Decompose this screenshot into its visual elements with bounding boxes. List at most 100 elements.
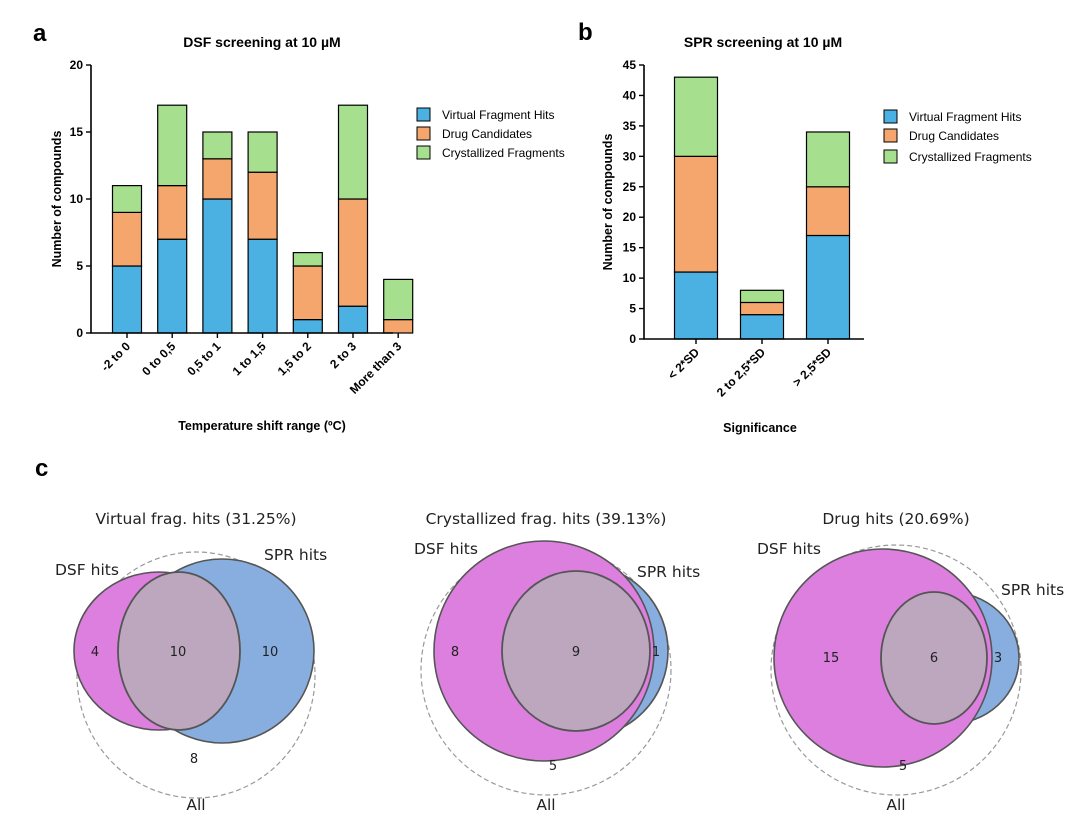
spr-bar-2-series-0: [805, 234, 851, 340]
dsf-y-tick-label-0: 0: [76, 326, 83, 340]
venn-drug: Drug hits (20.69%) DSF hits SPR hits All…: [757, 510, 1064, 814]
venn-virtual-dsf-only: 4: [91, 645, 99, 660]
spr-legend-swatch-drug: [883, 128, 898, 143]
dsf-bar-2-series-2: [202, 131, 233, 160]
dsf-bar-0-series-2: [111, 185, 143, 214]
dsf-x-tick-label-2: 0,5 to 1: [184, 339, 223, 378]
dsf-legend: Virtual Fragment Hits Drug Candidates Cr…: [416, 107, 565, 160]
spr-x-ticks: < 2*SD 2 to 2,5*SD > 2,5*SD: [665, 339, 834, 399]
venn-crystallized-both: 9: [572, 645, 580, 660]
dsf-bar-4-series-0: [292, 319, 323, 334]
panel-label-c: c: [35, 455, 48, 482]
dsf-y-axis-label: Number of compounds: [50, 131, 64, 268]
venn-virtual-neither: 8: [190, 752, 198, 767]
venn-virtual-all-circle: [76, 551, 316, 799]
dsf-axes: [90, 65, 393, 334]
spr-x-tick-label-2: > 2,5*SD: [790, 345, 834, 389]
venn-virtual-all-label: All: [186, 796, 205, 814]
dsf-bar-2-series-0: [202, 198, 233, 334]
dsf-bar-5-series-0: [337, 305, 369, 334]
dsf-bar-4-series-2: [292, 252, 323, 267]
dsf-legend-swatch-virtual: [416, 107, 431, 122]
dsf-legend-label-drug: Drug Candidates: [442, 127, 532, 141]
spr-y-tick-label-8: 40: [623, 88, 637, 102]
dsf-legend-label-crystal: Crystallized Fragments: [442, 146, 565, 160]
venn-virtual-both: 10: [170, 645, 187, 660]
venn-drug-all-label: All: [886, 796, 905, 814]
venn-virtual-title: Virtual frag. hits (31.25%): [95, 510, 296, 528]
spr-bar-chart: SPR screening at 10 µM Number of compoun…: [601, 34, 1032, 435]
venn-drug-dsf-only: 15: [823, 651, 840, 666]
dsf-bar-0-series-1: [111, 211, 143, 267]
dsf-y-ticks: 0 5 10 15 20: [70, 58, 91, 340]
dsf-bar-chart: DSF screening at 10 µM Number of compoun…: [50, 34, 565, 433]
spr-x-tick-label-1: 2 to 2,5*SD: [714, 345, 768, 399]
spr-y-axis-label: Number of compounds: [601, 134, 615, 271]
dsf-bar-1-series-2: [157, 104, 188, 187]
venn-virtual: Virtual frag. hits (31.25%) DSF hits SPR…: [55, 510, 327, 814]
spr-legend-swatch-crystal: [883, 149, 898, 164]
spr-bar-1-series-2: [739, 289, 785, 304]
venn-virtual-spr-only: 10: [262, 645, 279, 660]
dsf-bars: [111, 104, 414, 334]
dsf-bar-6-series-2: [383, 278, 414, 321]
dsf-bar-4-series-1: [292, 265, 323, 321]
venn-crystallized-title: Crystallized frag. hits (39.13%): [426, 510, 667, 528]
dsf-legend-swatch-crystal: [416, 145, 431, 160]
venn-virtual-overlap: [117, 571, 241, 731]
spr-y-tick-label-3: 15: [623, 241, 637, 255]
spr-y-tick-label-9: 45: [623, 58, 637, 72]
spr-bar-2-series-2: [805, 131, 851, 188]
dsf-legend-label-virtual: Virtual Fragment Hits: [442, 108, 554, 122]
venn-crystallized-dsf-label: DSF hits: [414, 540, 478, 558]
spr-bar-1-series-0: [739, 314, 785, 340]
venn-drug-neither: 5: [899, 759, 907, 774]
dsf-chart-title: DSF screening at 10 µM: [183, 34, 340, 50]
spr-chart-title: SPR screening at 10 µM: [684, 34, 842, 50]
dsf-bar-2-series-1: [202, 158, 233, 200]
dsf-x-tick-label-4: 1,5 to 2: [275, 339, 314, 378]
venn-drug-spr-only: 3: [994, 651, 1002, 666]
spr-y-tick-label-6: 30: [623, 149, 637, 163]
spr-x-axis-label: Significance: [723, 421, 797, 435]
spr-legend-label-virtual: Virtual Fragment Hits: [909, 110, 1021, 124]
spr-legend-label-crystal: Crystallized Fragments: [909, 150, 1032, 164]
spr-bar-0-series-0: [673, 271, 719, 340]
venn-virtual-spr-label: SPR hits: [264, 546, 327, 564]
dsf-bar-1-series-0: [157, 238, 188, 334]
spr-y-tick-label-2: 10: [623, 271, 637, 285]
dsf-x-tick-label-1: 0 to 0,5: [139, 339, 178, 378]
dsf-y-tick-label-2: 10: [70, 192, 84, 206]
spr-y-tick-label-0: 0: [629, 332, 636, 346]
spr-bar-2-series-1: [805, 186, 851, 237]
panel-label-b: b: [578, 19, 593, 46]
spr-legend: Virtual Fragment Hits Drug Candidates Cr…: [883, 109, 1032, 164]
venn-crystallized-spr-only: 1: [652, 645, 660, 660]
venn-crystallized-dsf-only: 8: [451, 645, 459, 660]
dsf-bar-6-series-1: [383, 319, 414, 334]
dsf-x-tick-label-5: 2 to 3: [327, 339, 359, 371]
dsf-x-tick-label-3: 1 to 1,5: [230, 339, 269, 378]
dsf-x-axis-label: Temperature shift range (ºC): [178, 419, 346, 433]
panel-label-a: a: [33, 20, 47, 47]
dsf-y-tick-label-4: 20: [70, 58, 84, 72]
venn-drug-both: 6: [930, 651, 938, 666]
venn-crystallized-neither: 5: [549, 759, 557, 774]
dsf-bar-0-series-0: [111, 265, 143, 334]
venn-drug-overlap: [880, 591, 988, 725]
dsf-y-tick-label-3: 15: [70, 125, 84, 139]
dsf-bar-5-series-1: [337, 198, 369, 307]
venn-drug-dsf-label: DSF hits: [757, 540, 821, 558]
dsf-bar-3-series-2: [247, 131, 278, 173]
dsf-bar-5-series-2: [337, 104, 369, 200]
dsf-bar-3-series-1: [247, 171, 278, 240]
dsf-legend-swatch-drug: [416, 126, 431, 141]
venn-drug-all-circle: [770, 544, 1022, 796]
venn-drug-title: Drug hits (20.69%): [822, 510, 969, 528]
dsf-y-tick-label-1: 5: [76, 259, 83, 273]
venn-crystallized-all-label: All: [536, 796, 555, 814]
venn-virtual-dsf-label: DSF hits: [55, 561, 119, 579]
dsf-bar-3-series-0: [247, 238, 278, 334]
